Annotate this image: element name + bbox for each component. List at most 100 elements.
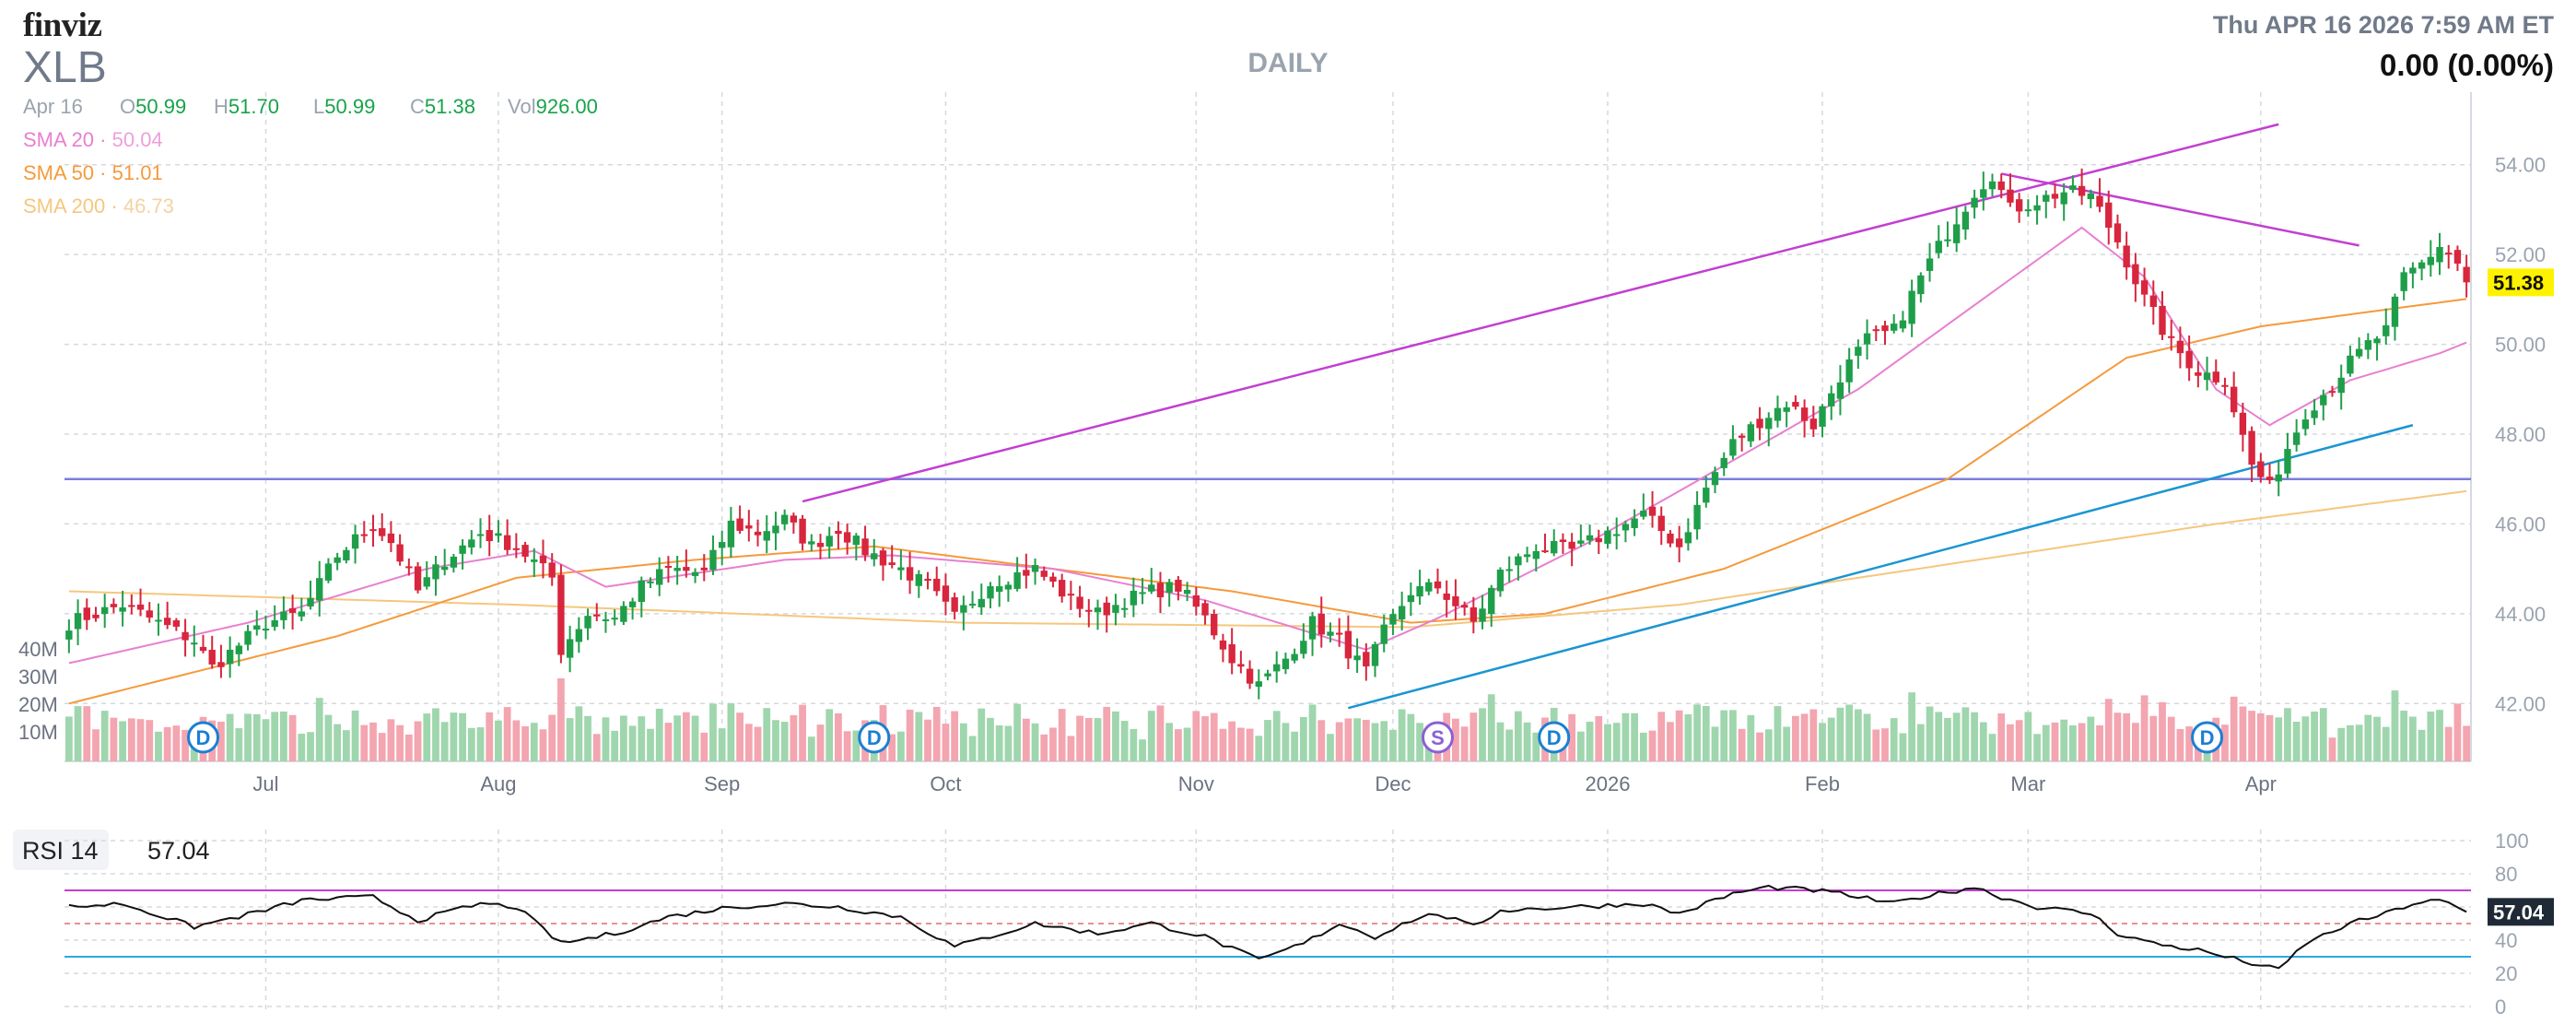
sma200-legend[interactable]: SMA 200 · 46.73	[23, 194, 174, 218]
volume-bar	[628, 725, 637, 761]
candle-body	[1595, 537, 1602, 543]
candle-body	[2069, 185, 2077, 190]
candle-body	[835, 530, 842, 535]
volume-bar	[1872, 729, 1880, 761]
candle-body	[1800, 407, 1809, 421]
volume-bar	[1469, 712, 1478, 761]
candle-body	[2043, 194, 2050, 202]
candle-body	[1156, 583, 1165, 598]
volume-bar	[1103, 706, 1111, 761]
volume-bar	[1246, 728, 1254, 761]
volume-tick-label: 30M	[18, 665, 58, 689]
candle-body	[745, 525, 753, 529]
candle-body	[2301, 419, 2310, 430]
candle-body	[146, 610, 153, 618]
volume-bar	[459, 712, 466, 761]
volume-bar	[235, 728, 243, 761]
candle-body	[324, 563, 333, 581]
dividend-marker-label: D	[2200, 726, 2215, 749]
volume-bar	[664, 723, 673, 761]
volume-bar	[486, 712, 494, 761]
candle-body	[2337, 377, 2345, 394]
candle-body	[2292, 432, 2301, 445]
volume-bar	[351, 710, 359, 761]
time-tick-label: Aug	[480, 772, 516, 795]
candle-body	[1112, 605, 1119, 613]
candle-body	[360, 534, 368, 536]
volume-bar	[92, 729, 100, 761]
volume-bar	[718, 728, 726, 761]
volume-bar	[763, 708, 771, 761]
volume-bar	[906, 709, 914, 761]
candle-body	[1622, 524, 1630, 531]
volume-bar	[1979, 722, 1987, 761]
ohlc-open: O50.99	[120, 95, 187, 118]
candle-body	[1935, 241, 1942, 253]
volume-bar	[1165, 723, 1174, 761]
candle-body	[369, 529, 377, 532]
volume-bar	[119, 721, 126, 761]
candle-body	[960, 605, 967, 613]
volume-bar	[1353, 718, 1361, 761]
candle-body	[1264, 673, 1271, 677]
candle-body	[450, 556, 458, 568]
volume-bar	[932, 706, 941, 761]
volume-bar	[64, 716, 73, 761]
candle-body	[2391, 296, 2399, 327]
candle-body	[414, 566, 422, 591]
volume-bar	[1595, 715, 1603, 761]
candle-body	[1952, 224, 1961, 243]
volume-bar	[1693, 704, 1701, 761]
rsi-label-box[interactable]	[13, 830, 109, 870]
candle-body	[1541, 550, 1549, 553]
volume-bar	[521, 725, 529, 761]
candle-body	[1711, 472, 1719, 486]
volume-bar	[1774, 706, 1782, 761]
candle-body	[1756, 418, 1763, 429]
candle-body	[110, 604, 118, 607]
last-price-tag-text: 51.38	[2493, 271, 2544, 294]
rsi-tick-label: 100	[2495, 830, 2529, 853]
candle-body	[1496, 570, 1505, 592]
candle-body	[2355, 348, 2363, 357]
candle-body	[763, 531, 770, 541]
price-axis: 42.00 44.00 46.00 48.00 50.00 52.00 54.00	[2495, 154, 2546, 716]
candle-body	[2078, 185, 2086, 196]
volume-bar	[1576, 731, 1585, 761]
volume-bar	[1926, 706, 1934, 761]
ohlc-volume: Vol926.00	[508, 95, 598, 118]
price-tick-label: 46.00	[2495, 512, 2546, 536]
volume-bar	[2176, 728, 2184, 761]
candle-body	[1980, 189, 1987, 198]
candlesticks	[65, 168, 2470, 700]
candle-body	[2015, 199, 2023, 212]
volume-bar	[271, 712, 279, 761]
candle-body	[235, 645, 243, 654]
candle-body	[1300, 641, 1307, 654]
volume-bar	[942, 724, 950, 761]
candle-body	[843, 532, 851, 543]
candle-body	[1997, 181, 2005, 191]
volume-bar	[691, 715, 699, 761]
candle-body	[387, 533, 395, 544]
volume-bar	[1344, 718, 1352, 761]
sma50-legend[interactable]: SMA 50 · 51.01	[23, 161, 163, 184]
volume-bar	[584, 715, 591, 761]
candle-body	[1729, 439, 1737, 456]
volume-bar	[1738, 728, 1746, 761]
candle-body	[503, 535, 511, 550]
volume-bar	[1201, 716, 1209, 761]
candle-body	[1308, 616, 1317, 640]
volume-bar	[592, 734, 601, 761]
candle-body	[2311, 410, 2318, 418]
time-tick-label: Mar	[2010, 772, 2045, 795]
candle-body	[816, 542, 825, 547]
candle-body	[691, 571, 699, 576]
sma20-legend[interactable]: SMA 20 · 50.04	[23, 128, 163, 151]
candle-body	[2203, 372, 2211, 381]
candle-body	[1371, 643, 1379, 666]
finviz-logo[interactable]: finviz	[23, 6, 102, 44]
candle-body	[2400, 272, 2407, 291]
chart-grid	[64, 92, 2472, 1014]
